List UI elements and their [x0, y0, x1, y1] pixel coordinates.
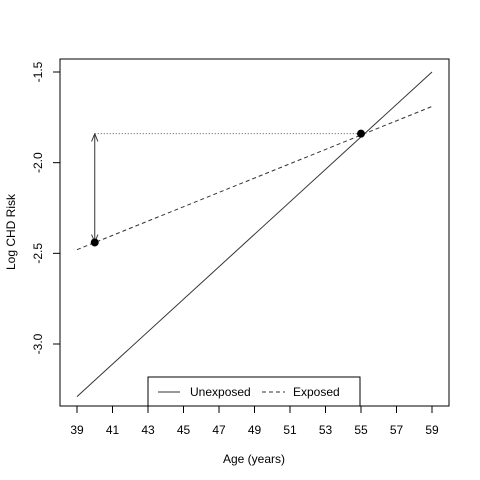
x-tick-label-55: 55 — [354, 423, 368, 437]
x-axis: 39 41 43 45 47 49 51 53 55 57 59 — [70, 405, 439, 437]
legend: Unexposed Exposed — [147, 376, 361, 407]
y-tick-label-1: -2.5 — [31, 243, 45, 264]
x-tick-label-53: 53 — [319, 423, 333, 437]
x-tick-label-39: 39 — [70, 423, 84, 437]
x-tick-label-59: 59 — [425, 423, 439, 437]
x-tick-label-41: 41 — [106, 423, 120, 437]
y-axis-title: Log CHD Risk — [4, 193, 18, 270]
legend-box — [147, 376, 361, 407]
x-axis-title: Age (years) — [223, 452, 285, 466]
series-line-exposed — [76, 105, 433, 251]
x-tick-label-51: 51 — [283, 423, 297, 437]
y-tick-label-0: -3.0 — [31, 333, 45, 354]
series-group — [76, 71, 433, 397]
y-axis: -3.0 -2.5 -2.0 -1.5 — [31, 61, 61, 354]
data-point-0 — [90, 238, 99, 247]
x-tick-label-45: 45 — [177, 423, 191, 437]
x-tick-label-57: 57 — [390, 423, 404, 437]
legend-label-unexposed: Unexposed — [190, 385, 251, 399]
y-tick-label-2: -2.0 — [31, 152, 45, 173]
y-tick-label-3: -1.5 — [31, 61, 45, 82]
series-line-unexposed — [76, 71, 433, 397]
x-tick-label-47: 47 — [212, 423, 226, 437]
annotations — [95, 133, 361, 243]
data-point-1 — [357, 129, 365, 138]
x-tick-label-43: 43 — [141, 423, 155, 437]
x-tick-label-49: 49 — [248, 423, 262, 437]
points-group — [90, 129, 365, 247]
legend-label-exposed: Exposed — [293, 385, 340, 399]
